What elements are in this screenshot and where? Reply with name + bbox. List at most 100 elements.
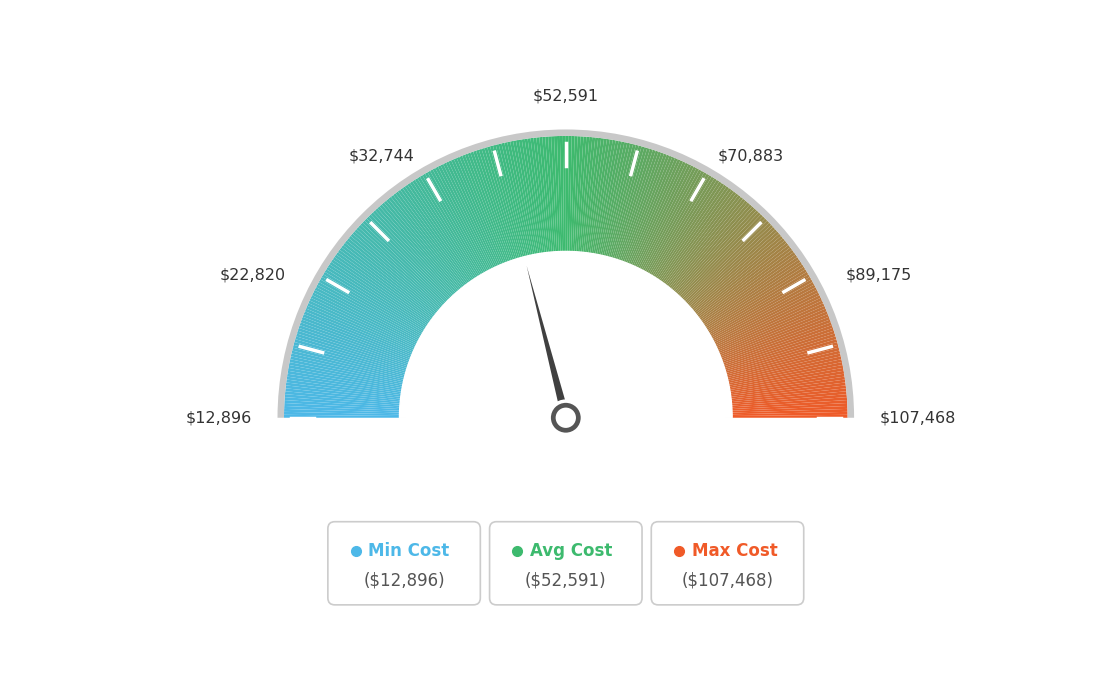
Wedge shape <box>369 215 450 299</box>
Wedge shape <box>285 400 400 409</box>
Wedge shape <box>297 331 407 368</box>
Wedge shape <box>331 259 428 326</box>
Wedge shape <box>357 227 444 306</box>
Wedge shape <box>510 141 534 255</box>
Wedge shape <box>729 365 843 388</box>
Wedge shape <box>315 287 418 342</box>
Wedge shape <box>732 403 848 411</box>
Wedge shape <box>700 252 796 322</box>
Wedge shape <box>287 374 402 393</box>
Wedge shape <box>668 195 741 288</box>
Wedge shape <box>522 139 541 253</box>
Wedge shape <box>641 167 697 270</box>
Wedge shape <box>643 168 699 271</box>
Wedge shape <box>637 163 689 268</box>
Wedge shape <box>286 382 401 399</box>
Wedge shape <box>362 221 447 303</box>
Wedge shape <box>702 257 799 324</box>
Text: Avg Cost: Avg Cost <box>530 542 613 560</box>
Wedge shape <box>349 236 438 312</box>
Wedge shape <box>725 336 837 371</box>
Wedge shape <box>597 141 622 255</box>
Wedge shape <box>417 177 479 277</box>
Wedge shape <box>531 138 546 253</box>
Wedge shape <box>646 171 704 273</box>
Wedge shape <box>446 161 497 267</box>
Wedge shape <box>732 400 847 409</box>
Wedge shape <box>625 155 669 263</box>
Wedge shape <box>371 213 452 297</box>
Wedge shape <box>670 199 745 290</box>
Wedge shape <box>714 290 818 344</box>
Wedge shape <box>289 362 403 386</box>
Wedge shape <box>630 158 678 265</box>
Wedge shape <box>395 192 467 285</box>
FancyBboxPatch shape <box>328 522 480 605</box>
Wedge shape <box>573 136 581 252</box>
Wedge shape <box>397 190 468 284</box>
Wedge shape <box>332 257 429 324</box>
Wedge shape <box>463 155 507 263</box>
Wedge shape <box>731 382 846 399</box>
Wedge shape <box>647 172 707 274</box>
Text: $32,744: $32,744 <box>348 148 414 164</box>
Wedge shape <box>305 308 413 355</box>
Wedge shape <box>619 150 658 261</box>
Wedge shape <box>306 306 413 353</box>
Wedge shape <box>524 139 543 253</box>
Wedge shape <box>588 139 607 253</box>
Wedge shape <box>716 298 822 348</box>
Wedge shape <box>682 217 765 300</box>
Wedge shape <box>351 234 439 310</box>
Wedge shape <box>649 174 709 275</box>
Wedge shape <box>427 171 486 273</box>
Wedge shape <box>295 336 406 371</box>
Wedge shape <box>407 183 474 280</box>
Wedge shape <box>481 148 518 259</box>
Wedge shape <box>675 204 752 293</box>
Wedge shape <box>386 199 461 290</box>
Text: ($12,896): ($12,896) <box>363 571 445 589</box>
Wedge shape <box>732 415 848 417</box>
Wedge shape <box>295 339 406 373</box>
Wedge shape <box>300 319 410 362</box>
Wedge shape <box>729 362 842 386</box>
Wedge shape <box>692 234 781 310</box>
Wedge shape <box>724 333 836 370</box>
Wedge shape <box>364 219 448 302</box>
Wedge shape <box>501 143 530 256</box>
Wedge shape <box>286 385 401 400</box>
Wedge shape <box>677 208 756 295</box>
Wedge shape <box>285 397 400 407</box>
Text: $70,883: $70,883 <box>718 148 784 164</box>
Wedge shape <box>336 252 432 322</box>
Wedge shape <box>699 250 794 320</box>
Wedge shape <box>614 148 650 259</box>
Wedge shape <box>284 412 400 416</box>
FancyBboxPatch shape <box>651 522 804 605</box>
Wedge shape <box>731 388 847 402</box>
Wedge shape <box>285 391 401 404</box>
Wedge shape <box>687 225 773 305</box>
Wedge shape <box>623 152 664 262</box>
Wedge shape <box>314 290 417 344</box>
Wedge shape <box>594 140 616 254</box>
Wedge shape <box>285 394 400 406</box>
Wedge shape <box>328 264 426 328</box>
Wedge shape <box>287 377 401 395</box>
Wedge shape <box>344 240 436 315</box>
Wedge shape <box>592 139 613 254</box>
Wedge shape <box>667 193 739 286</box>
Wedge shape <box>722 319 831 362</box>
Wedge shape <box>730 374 845 393</box>
Wedge shape <box>516 140 538 254</box>
Wedge shape <box>650 175 712 275</box>
Wedge shape <box>318 282 420 339</box>
Wedge shape <box>513 140 537 255</box>
Wedge shape <box>688 227 775 306</box>
Wedge shape <box>284 403 400 411</box>
Wedge shape <box>302 314 411 358</box>
Wedge shape <box>715 295 820 347</box>
Wedge shape <box>680 213 761 297</box>
Wedge shape <box>628 157 675 264</box>
